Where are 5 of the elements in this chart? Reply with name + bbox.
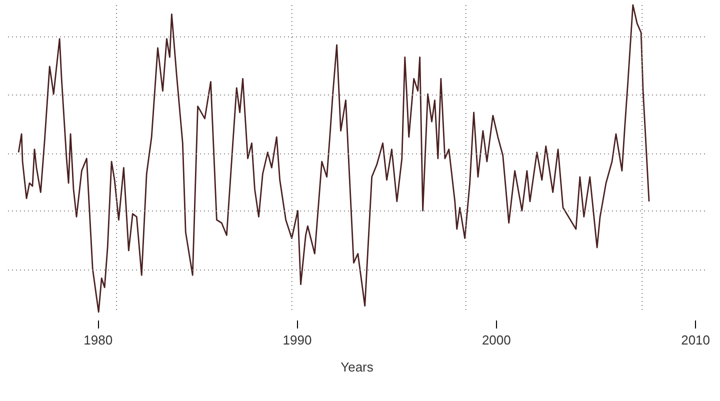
x-tick-label: 2000 <box>482 332 511 348</box>
x-tick-label: 1990 <box>282 332 312 348</box>
x-tick-label: 2010 <box>681 332 710 348</box>
x-tick-label: 1980 <box>84 332 113 348</box>
x-axis-title: Years <box>340 360 374 374</box>
